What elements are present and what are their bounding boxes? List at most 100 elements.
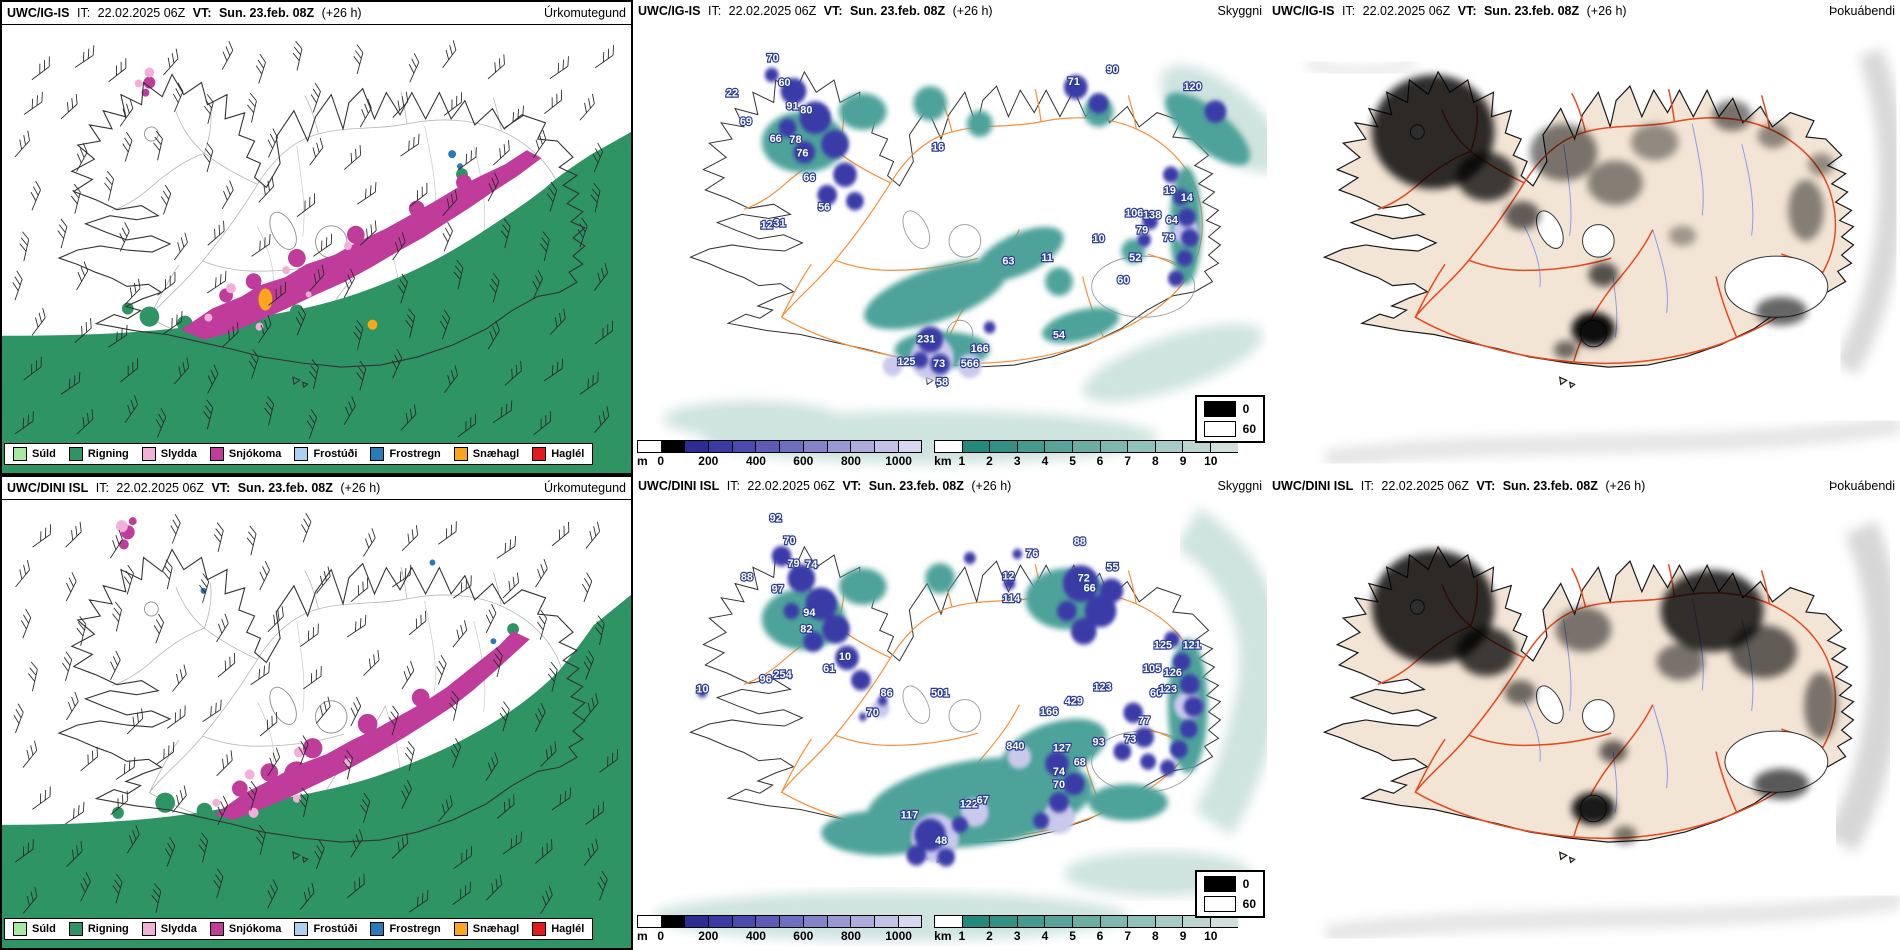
wind-barb (254, 711, 282, 737)
visibility-value: 88 (741, 571, 753, 583)
wind-barb (165, 664, 191, 693)
fog-minutes-legend: 0 60 (1194, 870, 1265, 918)
panel-title: UWC/DINI ISL IT: 22.02.2025 06Z VT: Sun.… (7, 481, 384, 495)
valid-time-label: VT: (1457, 4, 1477, 18)
visibility-value: 96 (760, 673, 772, 685)
legend-item: Frostregn (370, 447, 441, 461)
wind-barb (302, 137, 327, 166)
panel-title: UWC/DINI ISL IT: 22.02.2025 06Z VT: Sun.… (638, 479, 1015, 493)
colorbar-cell (638, 441, 662, 452)
colorbar-tick: 10 (1204, 929, 1218, 943)
visibility-value: 97 (772, 584, 784, 596)
legend-swatch (68, 447, 83, 461)
wind-barb (403, 610, 431, 636)
visibility-value: 73 (1124, 733, 1136, 745)
sleet-area (134, 67, 352, 331)
visibility-value: 231 (917, 334, 935, 346)
colorbar-cell (1073, 916, 1101, 927)
precip-type-legend: Súld Rigning Slydda Snjókoma Frostúði Fr… (4, 443, 594, 465)
wind-barb (162, 704, 191, 729)
visibility-value: 94 (803, 607, 816, 619)
wind-barb (435, 39, 460, 69)
wind-barb (243, 92, 259, 123)
colorbar-cell (638, 916, 662, 927)
valid-time-label: VT: (842, 479, 862, 493)
wind-barb (16, 740, 42, 769)
visibility-value: 10 (1093, 233, 1105, 245)
legend-swatch (141, 447, 156, 461)
legend-item: Snæhagl (453, 447, 519, 461)
colorbar-tick: 10 (1204, 454, 1218, 468)
legend-item: Snjókoma (209, 447, 281, 461)
model-name: UWC/IG-IS (7, 6, 70, 20)
legend-item: Snæhagl (453, 922, 519, 936)
visibility-value: 54 (1053, 329, 1066, 341)
colorbar-cell (1045, 916, 1074, 927)
wind-barb (117, 131, 135, 163)
visibility-value: 76 (1026, 548, 1038, 560)
wind-barb (198, 142, 215, 173)
wind-barb (212, 652, 240, 678)
colorbar-cell (1210, 441, 1238, 452)
wind-barb (199, 93, 216, 125)
visibility-value: 14 (1181, 192, 1194, 204)
panel-header: UWC/IG-IS IT: 22.02.2025 06Z VT: Sun. 23… (2, 2, 631, 25)
wind-barb (209, 613, 233, 643)
visibility-value: 88 (1074, 536, 1086, 548)
colorbar-tick: 9 (1179, 454, 1187, 468)
colorbar-tick: 3 (1013, 929, 1021, 943)
wind-barb (155, 184, 174, 215)
colorbar-tick: 1 (958, 454, 966, 468)
visibility-value: 93 (1093, 736, 1105, 748)
colorbar-tick: 600 (793, 929, 814, 943)
wind-barb (119, 564, 136, 595)
wind-barb (112, 221, 133, 252)
colorbar-cell (780, 441, 804, 452)
legend-swatch (453, 447, 468, 461)
colorbar-tick: 1000 (885, 454, 912, 468)
init-time-label: IT: (95, 481, 109, 495)
colorbar-tick: 400 (745, 929, 766, 943)
wind-barb (8, 130, 35, 158)
colorbar-cell (1183, 441, 1211, 452)
wind-barb (352, 98, 375, 128)
visibility-value: 123 (1159, 683, 1177, 695)
wind-barb (100, 170, 116, 202)
visibility-value: 138 (1143, 209, 1161, 221)
wind-barb (166, 82, 186, 113)
panel-type-label: Skyggni (1217, 479, 1262, 493)
wind-barb (70, 44, 99, 68)
visibility-value: 254 (774, 669, 793, 681)
legend-item: Slydda (141, 447, 197, 461)
wind-barb (295, 512, 314, 543)
colorbar-unit: km (934, 454, 952, 468)
colorbar-cell (851, 916, 875, 927)
colorbar-cell (990, 916, 1018, 927)
valid-time: Sun. 23.feb. 08Z (849, 4, 946, 18)
colorbar-cell (732, 916, 757, 927)
visibility-value: 127 (1053, 742, 1071, 754)
colorbar-cell (1017, 441, 1046, 452)
wind-barb (545, 55, 574, 80)
legend-swatch (294, 447, 309, 461)
visibility-value: 60 (779, 77, 791, 89)
colorbar-tick: 800 (840, 929, 861, 943)
visibility-value: 58 (936, 376, 948, 388)
colorbar-cell (803, 916, 828, 927)
panel-header: UWC/DINI ISL IT: 22.02.2025 06Z VT: Sun.… (1267, 475, 1900, 497)
wind-barb (210, 749, 237, 777)
panel-header: UWC/IG-IS IT: 22.02.2025 06Z VT: Sun. 23… (1267, 0, 1900, 22)
visibility-value: 16 (932, 141, 944, 153)
lead-time: (+26 h) (952, 4, 993, 18)
visibility-value: 70 (1053, 779, 1065, 791)
panel-type-label: Úrkomutegund (544, 6, 626, 20)
colorbar-tick: 1 (958, 929, 966, 943)
panel-type-label: Skyggni (1217, 4, 1262, 18)
wind-barb (55, 93, 82, 120)
legend-swatch (532, 922, 547, 936)
valid-time-label: VT: (1476, 479, 1496, 493)
colorbar-tick: 6 (1096, 929, 1104, 943)
wind-barb (579, 521, 604, 550)
wind-barb (573, 93, 599, 121)
